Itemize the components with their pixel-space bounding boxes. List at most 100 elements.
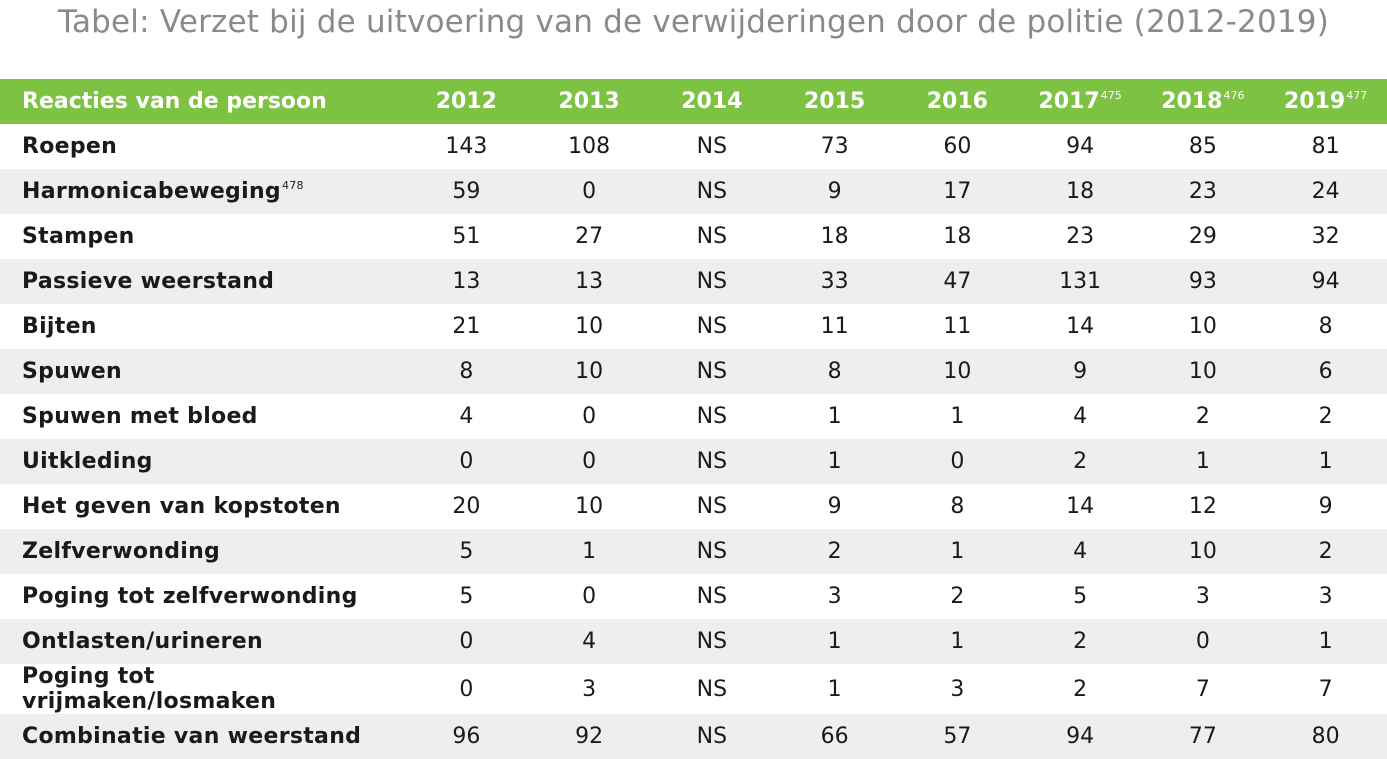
table-cell: 96 <box>452 724 481 749</box>
row-label-text: Bijten <box>22 314 97 339</box>
row-label-text: Passieve weerstand <box>22 269 275 294</box>
table-cell: 60 <box>943 134 972 159</box>
table-row: Spuwen met bloed 4 0 NS 1 1 4 2 2 <box>0 394 1387 439</box>
table-row: Bijten 21 10 NS 11 11 14 10 8 <box>0 304 1387 349</box>
header-year-text: 2012 <box>435 89 497 114</box>
row-label-text: Zelfverwonding <box>22 539 221 564</box>
row-label: Stampen <box>0 214 405 259</box>
header-year-text: 2015 <box>804 89 866 114</box>
header-year: 2016 <box>896 79 1019 124</box>
table-cell: 10 <box>943 359 972 384</box>
table-cell: 2 <box>1318 404 1333 429</box>
table-cell: NS <box>696 179 728 204</box>
table-cell: 1 <box>827 676 842 702</box>
resistance-table: Reacties van de persoon 2012 2013 2014 2015… <box>0 79 1387 759</box>
header-label: Reacties van de persoon <box>22 89 327 114</box>
table-cell: NS <box>696 494 728 519</box>
row-label-text: Poging tot zelfverwonding <box>22 584 358 609</box>
table-cell: 1 <box>827 404 842 429</box>
table-cell: 3 <box>1195 584 1210 609</box>
table-cell: 2 <box>1073 449 1088 474</box>
table-cell: 59 <box>452 179 481 204</box>
table-cell: 2 <box>950 584 965 609</box>
table-cell: 131 <box>1059 269 1102 294</box>
table-cell: 73 <box>820 134 849 159</box>
table-cell: NS <box>696 269 728 294</box>
table-cell: 3 <box>950 676 965 702</box>
table-cell: 1 <box>950 404 965 429</box>
header-year: 2012 <box>405 79 528 124</box>
table-cell: 47 <box>943 269 972 294</box>
row-label-text: Ontlasten/urineren <box>22 629 263 654</box>
row-label: Poging tot zelfverwonding <box>0 574 405 619</box>
table-cell: NS <box>696 314 728 339</box>
header-year: 2013 <box>528 79 651 124</box>
row-label-text: Combinatie van weerstand <box>22 724 362 749</box>
table-cell: 3 <box>1318 584 1333 609</box>
table-cell: NS <box>696 724 728 749</box>
table-row: Roepen 143 108 NS 73 60 94 85 81 <box>0 124 1387 169</box>
header-year: 2019477 <box>1264 79 1387 124</box>
table-cell: 0 <box>459 676 474 702</box>
table-cell: 94 <box>1066 724 1095 749</box>
table-cell: 2 <box>1318 539 1333 564</box>
row-label-text: Spuwen <box>22 359 122 384</box>
table-cell: 85 <box>1188 134 1217 159</box>
header-year: 2015 <box>773 79 896 124</box>
table-cell: NS <box>696 449 728 474</box>
header-year-text: 2017 <box>1038 89 1100 114</box>
table-cell: 32 <box>1311 224 1340 249</box>
table-cell: 1 <box>827 629 842 654</box>
table-cell: 2 <box>1195 404 1210 429</box>
table-cell: 1 <box>1195 449 1210 474</box>
table-cell: 13 <box>452 269 481 294</box>
table-cell: 1 <box>582 539 597 564</box>
table-cell: 3 <box>827 584 842 609</box>
footnote-ref: 475 <box>1100 89 1122 102</box>
header-year-text: 2014 <box>681 89 743 114</box>
row-label: Roepen <box>0 124 405 169</box>
table-cell: 4 <box>1073 404 1088 429</box>
row-label-text: Roepen <box>22 134 118 159</box>
row-label: Passieve weerstand <box>0 259 405 304</box>
footnote-ref: 478 <box>281 179 304 192</box>
table-cell: 8 <box>1318 314 1333 339</box>
table-cell: 23 <box>1188 179 1217 204</box>
table-cell: 9 <box>827 179 842 204</box>
table-cell: 4 <box>582 629 597 654</box>
table-cell: 14 <box>1066 494 1095 519</box>
table-cell: 143 <box>445 134 488 159</box>
table-cell: 0 <box>950 449 965 474</box>
row-label: Ontlasten/urineren <box>0 619 405 664</box>
table-cell: NS <box>696 224 728 249</box>
table-cell: 18 <box>943 224 972 249</box>
table-cell: NS <box>696 584 728 609</box>
table-cell: 12 <box>1188 494 1217 519</box>
table-cell: 1 <box>1318 449 1333 474</box>
table-cell: 0 <box>1195 629 1210 654</box>
table-cell: 0 <box>459 449 474 474</box>
table-cell: 1 <box>950 539 965 564</box>
table-cell: 108 <box>568 134 611 159</box>
table-cell: 4 <box>1073 539 1088 564</box>
header-year-text: 2019 <box>1284 89 1346 114</box>
table-row: Poging tot vrijmaken/losmaken 0 3 NS 1 3 2 7 7 <box>0 664 1387 714</box>
table-row: Spuwen 8 10 NS 8 10 9 10 6 <box>0 349 1387 394</box>
row-label-text: Spuwen met bloed <box>22 404 258 429</box>
table-cell: 29 <box>1188 224 1217 249</box>
header-year: 2014 <box>651 79 774 124</box>
table-row: Harmonicabeweging478 59 0 NS 9 17 18 23 24 <box>0 169 1387 214</box>
table-cell: 14 <box>1066 314 1095 339</box>
table-cell: 5 <box>1073 584 1088 609</box>
header-year-text: 2016 <box>926 89 988 114</box>
header-year-text: 2018 <box>1161 89 1223 114</box>
table-cell: 9 <box>827 494 842 519</box>
table-title: Tabel: Verzet bij de uitvoering van de v… <box>57 4 1330 40</box>
row-label-text: Het geven van kopstoten <box>22 494 341 519</box>
table-cell: 0 <box>459 629 474 654</box>
table-cell: 3 <box>582 676 597 702</box>
table-cell: 57 <box>943 724 972 749</box>
table-cell: 5 <box>459 539 474 564</box>
table-cell: 8 <box>459 359 474 384</box>
header-year-text: 2013 <box>558 89 620 114</box>
